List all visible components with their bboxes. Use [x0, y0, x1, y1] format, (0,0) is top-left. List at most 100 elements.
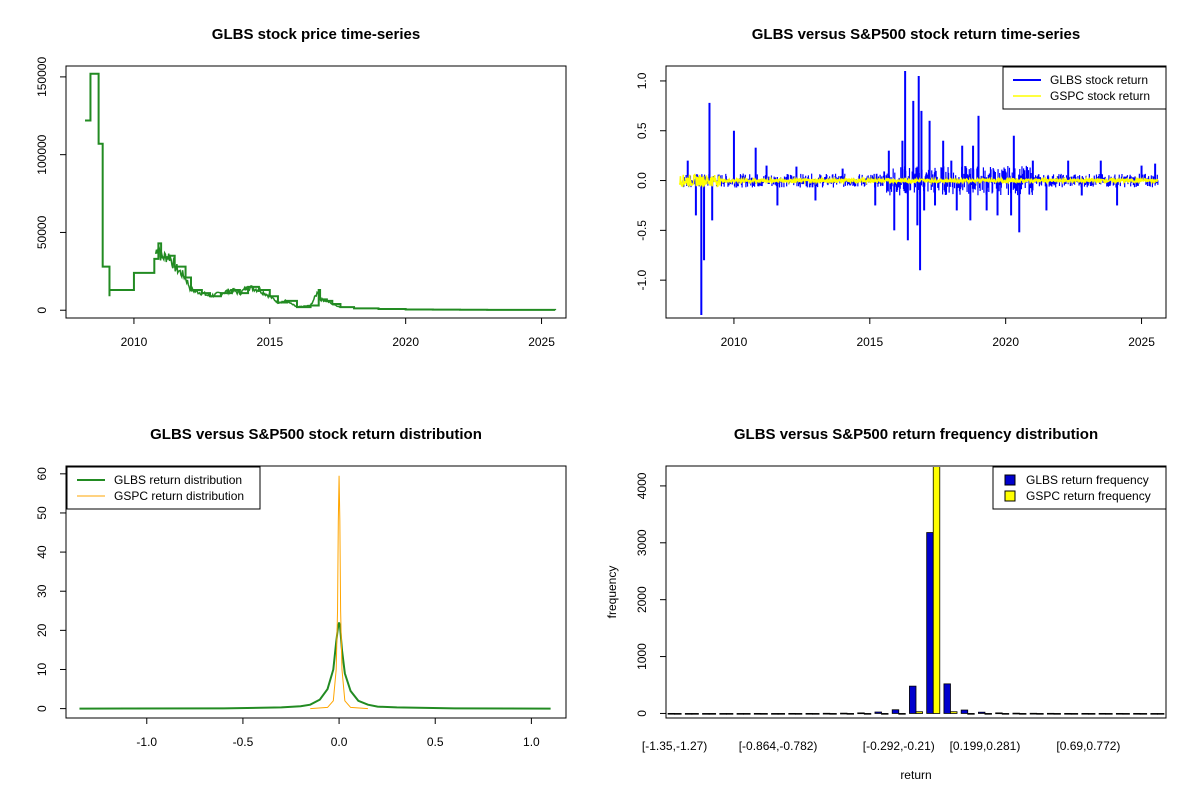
legend-entry-2-0: GLBS return distribution [114, 473, 242, 487]
bar-glbs-13 [891, 709, 900, 714]
bar-gspc-3 [725, 713, 734, 715]
bar-glbs-27 [1133, 712, 1141, 715]
bar-gspc-6 [777, 713, 786, 715]
legend-entry-3-1: GSPC return frequency [1026, 489, 1151, 503]
bar-glbs-11 [857, 712, 865, 715]
bar-gspc-13 [898, 713, 906, 715]
bar-gspc-17 [967, 713, 975, 715]
x-tick-label-3-1: [-0.864,-0.782) [739, 739, 818, 753]
x-tick-label-1-0: 2010 [721, 335, 748, 349]
x-tick-label-0-1: 2015 [256, 335, 283, 349]
bar-glbs-7 [788, 712, 796, 715]
bar-gspc-28 [1156, 713, 1165, 715]
bar-glbs-8 [805, 712, 813, 715]
y-tick-label-1-2: 0.0 [635, 172, 649, 189]
x-tick-label-2-4: 1.0 [523, 735, 540, 749]
series-line-glbs-price [85, 72, 557, 311]
legend-entry-3-0: GLBS return frequency [1026, 473, 1149, 487]
legend-entry-1-0: GLBS stock return [1050, 73, 1148, 87]
bar-glbs-3 [719, 713, 727, 715]
x-tick-label-0-2: 2020 [392, 335, 419, 349]
y-tick-label-0-1: 50000 [35, 215, 49, 249]
y-tick-label-3-1: 1000 [635, 643, 649, 670]
legend-box-3 [992, 466, 1167, 510]
y-tick-label-0-0: 0 [35, 307, 49, 314]
bar-glbs-1 [684, 713, 693, 715]
bar-gspc-16 [950, 711, 958, 714]
bar-gspc-2 [708, 713, 717, 715]
bar-gspc-11 [863, 713, 872, 715]
bar-gspc-27 [1139, 713, 1148, 715]
y-tick-label-3-2: 2000 [635, 586, 649, 613]
bar-gspc-1 [691, 713, 699, 715]
bar-glbs-6 [771, 713, 779, 715]
x-tick-label-2-0: -1.0 [136, 735, 157, 749]
bar-gspc-25 [1105, 713, 1113, 715]
bar-glbs-25 [1098, 712, 1107, 715]
series-line-glbs-density [79, 622, 551, 710]
bar-gspc-19 [1001, 713, 1010, 715]
x-tick-label-2-1: -0.5 [233, 735, 254, 749]
legend-entry-1-1: GSPC stock return [1050, 89, 1150, 103]
bar-glbs-17 [960, 709, 969, 714]
y-tick-label-1-4: 1.0 [635, 72, 649, 89]
bar-gspc-8 [812, 713, 820, 715]
plot-frame-1 [665, 65, 1167, 319]
legend-box-2 [66, 466, 261, 510]
chart-title-2: GLBS versus S&P500 stock return distribu… [150, 426, 482, 443]
chart-title-0: GLBS stock price time-series [212, 26, 420, 43]
bar-gspc-14 [915, 711, 923, 714]
chart-title-1: GLBS versus S&P500 stock return time-ser… [752, 26, 1080, 43]
y-tick-label-3-3: 3000 [635, 529, 649, 556]
bar-gspc-0 [674, 713, 682, 715]
bar-gspc-9 [829, 713, 837, 715]
series-volatility-glbs-price [154, 244, 341, 308]
bar-glbs-0 [667, 712, 676, 715]
legend-swatch-3-1 [1004, 490, 1016, 502]
bar-glbs-2 [702, 713, 710, 715]
y-tick-label-1-3: 0.5 [635, 122, 649, 139]
y-tick-label-3-4: 4000 [635, 472, 649, 499]
bar-gspc-7 [794, 713, 803, 715]
y-tick-label-2-5: 50 [35, 506, 49, 520]
bar-gspc-26 [1122, 713, 1130, 715]
panel-return-timeseries: GLBS versus S&P500 stock return time-ser… [635, 26, 1167, 349]
bar-glbs-20 [1012, 712, 1020, 715]
bar-gspc-10 [846, 713, 854, 715]
panel-return-distribution: GLBS versus S&P500 stock return distribu… [35, 426, 567, 749]
x-tick-label-3-2: [-0.292,-0.21) [863, 739, 935, 753]
y-tick-label-2-1: 10 [35, 662, 49, 676]
plot-frame-0 [65, 65, 567, 319]
series-line-gspc-density [310, 475, 368, 710]
bar-glbs-15 [926, 532, 934, 714]
bar-glbs-21 [1029, 712, 1038, 715]
bar-gspc-12 [881, 713, 889, 715]
y-tick-label-0-3: 150000 [35, 57, 49, 97]
bar-glbs-18 [978, 711, 986, 714]
bar-glbs-9 [822, 712, 831, 715]
x-tick-label-2-3: 0.5 [427, 735, 444, 749]
y-tick-label-3-0: 0 [635, 710, 649, 717]
plot-frame-2 [65, 465, 567, 719]
bar-glbs-24 [1081, 712, 1089, 715]
x-tick-label-3-3: [0.199,0.281) [950, 739, 1021, 753]
series-line-gspc-return [678, 173, 1159, 188]
y-axis-label-3: frequency [605, 566, 619, 619]
bar-glbs-26 [1115, 712, 1124, 715]
y-tick-label-2-2: 20 [35, 623, 49, 637]
bar-gspc-20 [1019, 713, 1027, 715]
x-tick-label-2-2: 0.0 [331, 735, 348, 749]
y-tick-label-1-0: -1.0 [635, 269, 649, 290]
bar-glbs-10 [840, 712, 848, 715]
bar-glbs-23 [1064, 712, 1072, 715]
bar-gspc-22 [1053, 713, 1061, 715]
x-tick-label-1-2: 2020 [992, 335, 1019, 349]
y-tick-label-2-4: 40 [35, 545, 49, 559]
bar-glbs-22 [1046, 712, 1055, 715]
y-tick-label-0-2: 100000 [35, 134, 49, 174]
x-tick-label-1-3: 2025 [1128, 335, 1155, 349]
bar-glbs-19 [995, 712, 1003, 715]
y-tick-label-2-0: 0 [35, 705, 49, 712]
panel-price-timeseries: GLBS stock price time-series 2010 2015 2020… [35, 26, 567, 349]
bar-gspc-21 [1036, 713, 1044, 715]
